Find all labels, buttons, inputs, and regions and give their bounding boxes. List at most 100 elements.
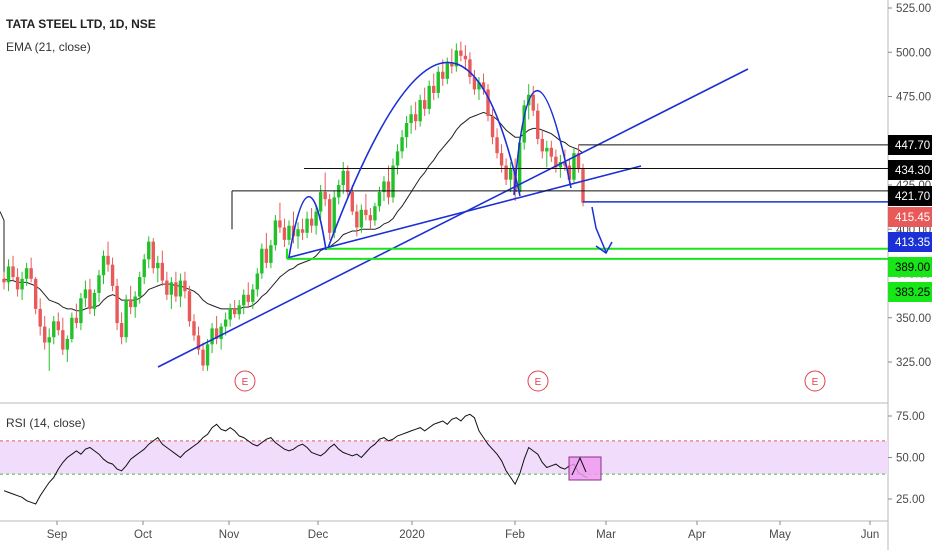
ema-legend: EMA (21, close): [6, 40, 91, 54]
candle-body: [196, 335, 201, 350]
rsi-path: [3, 413, 588, 505]
candle-body: [305, 218, 309, 233]
candle-body: [572, 153, 576, 180]
candle-body: [133, 296, 137, 308]
time-tick-label: Mar: [596, 529, 616, 541]
candle-body: [554, 156, 558, 168]
earnings-marker-circle: [234, 370, 256, 392]
candle-body: [228, 308, 232, 320]
time-tick-label: Feb: [505, 529, 525, 541]
candle-body: [6, 266, 11, 283]
candle-body: [350, 192, 355, 212]
candle-body: [147, 241, 151, 260]
rsi-tick-label: 50.00: [896, 453, 925, 465]
candle-body: [445, 62, 449, 79]
price-tags: 447.70 434.30 421.70 415.45 413.35 389.00 383.…: [888, 135, 932, 302]
candle-body: [486, 89, 490, 116]
candle-body: [201, 349, 205, 366]
candle-body: [33, 278, 38, 309]
time-tick-label: 2020: [399, 529, 425, 541]
candle-body: [327, 199, 332, 233]
labels: TATA STEEL LTD, 1D, NSE EMA (21, close) …: [6, 17, 156, 430]
candle-body: [169, 282, 174, 295]
candle-body: [174, 282, 178, 297]
earnings-marker-circle: [527, 370, 549, 392]
candle-body: [508, 169, 513, 180]
candle-body: [409, 114, 413, 124]
rsi-line: [3, 413, 602, 505]
candle-body: [432, 85, 436, 93]
candle-body: [15, 277, 20, 290]
target-arrow-shaft: [591, 206, 607, 253]
earnings-marker-label: E: [242, 377, 249, 388]
candle-body: [522, 105, 526, 143]
candle-body: [92, 292, 97, 309]
candle-body: [427, 85, 431, 109]
candle-body: [400, 137, 404, 152]
price-tag-bg: [888, 282, 932, 302]
trendline-main: [157, 68, 749, 368]
candle-body: [540, 138, 544, 152]
candle-body: [38, 308, 42, 327]
candle-body: [332, 197, 336, 233]
candle-body: [373, 206, 377, 221]
right-shoulder-arc: [513, 89, 572, 196]
candle-body: [183, 280, 187, 292]
earnings-marker-circle: [804, 370, 826, 392]
price-tag-label: 413.35: [895, 237, 930, 249]
time-tick-label: Jun: [861, 529, 880, 541]
candles: [2, 41, 585, 371]
candle-body: [56, 321, 60, 331]
candle-body: [242, 294, 246, 306]
rsi-legend: RSI (14, close): [6, 416, 85, 430]
candle-body: [2, 278, 6, 283]
rsi-box-tail: [571, 456, 587, 476]
candle-body: [74, 317, 79, 324]
candle-body: [255, 273, 260, 290]
price-tick-label: 350.00: [896, 313, 931, 325]
candle-body: [346, 170, 350, 193]
candle-body: [459, 50, 463, 56]
candle-body: [441, 71, 445, 79]
time-tick-label: Oct: [134, 529, 153, 541]
candle-body: [128, 300, 133, 308]
candle-body: [269, 245, 273, 263]
price-tag-bg: [888, 186, 932, 206]
candle-body: [296, 229, 300, 237]
candle-body: [264, 248, 269, 263]
rsi-tick-label: 25.00: [896, 494, 925, 506]
price-tick-label: 525.00: [896, 3, 931, 15]
price-tag-bg: [888, 135, 932, 155]
candle-body: [97, 275, 101, 293]
candle-body: [495, 137, 499, 154]
candle-body: [481, 82, 486, 90]
candle-body: [287, 225, 291, 240]
candle-body: [47, 337, 51, 343]
symbol-title: TATA STEEL LTD, 1D, NSE: [6, 17, 156, 31]
candle-body: [318, 192, 323, 212]
candle-body: [309, 218, 314, 226]
candle-body: [210, 328, 214, 345]
candle-body: [214, 328, 219, 339]
candle-body: [70, 317, 74, 339]
candle-body: [567, 165, 572, 180]
candle-body: [119, 323, 124, 338]
price-tick-label: 500.00: [896, 47, 931, 59]
candle-body: [246, 294, 250, 302]
candle-body: [219, 326, 223, 339]
axes: 525.00500.00475.00450.00425.00400.00375.…: [47, 3, 931, 541]
candle-body: [545, 147, 549, 152]
candle-body: [454, 50, 459, 67]
candle-body: [359, 209, 364, 228]
candle-body: [52, 321, 56, 338]
price-tick-label: 475.00: [896, 92, 931, 104]
candle-body: [413, 114, 418, 122]
candle-body: [282, 227, 287, 240]
candle-body: [20, 278, 24, 290]
candle-body: [106, 255, 110, 265]
candle-body: [499, 153, 504, 166]
neckline: [286, 165, 642, 259]
candle-body: [151, 241, 155, 269]
